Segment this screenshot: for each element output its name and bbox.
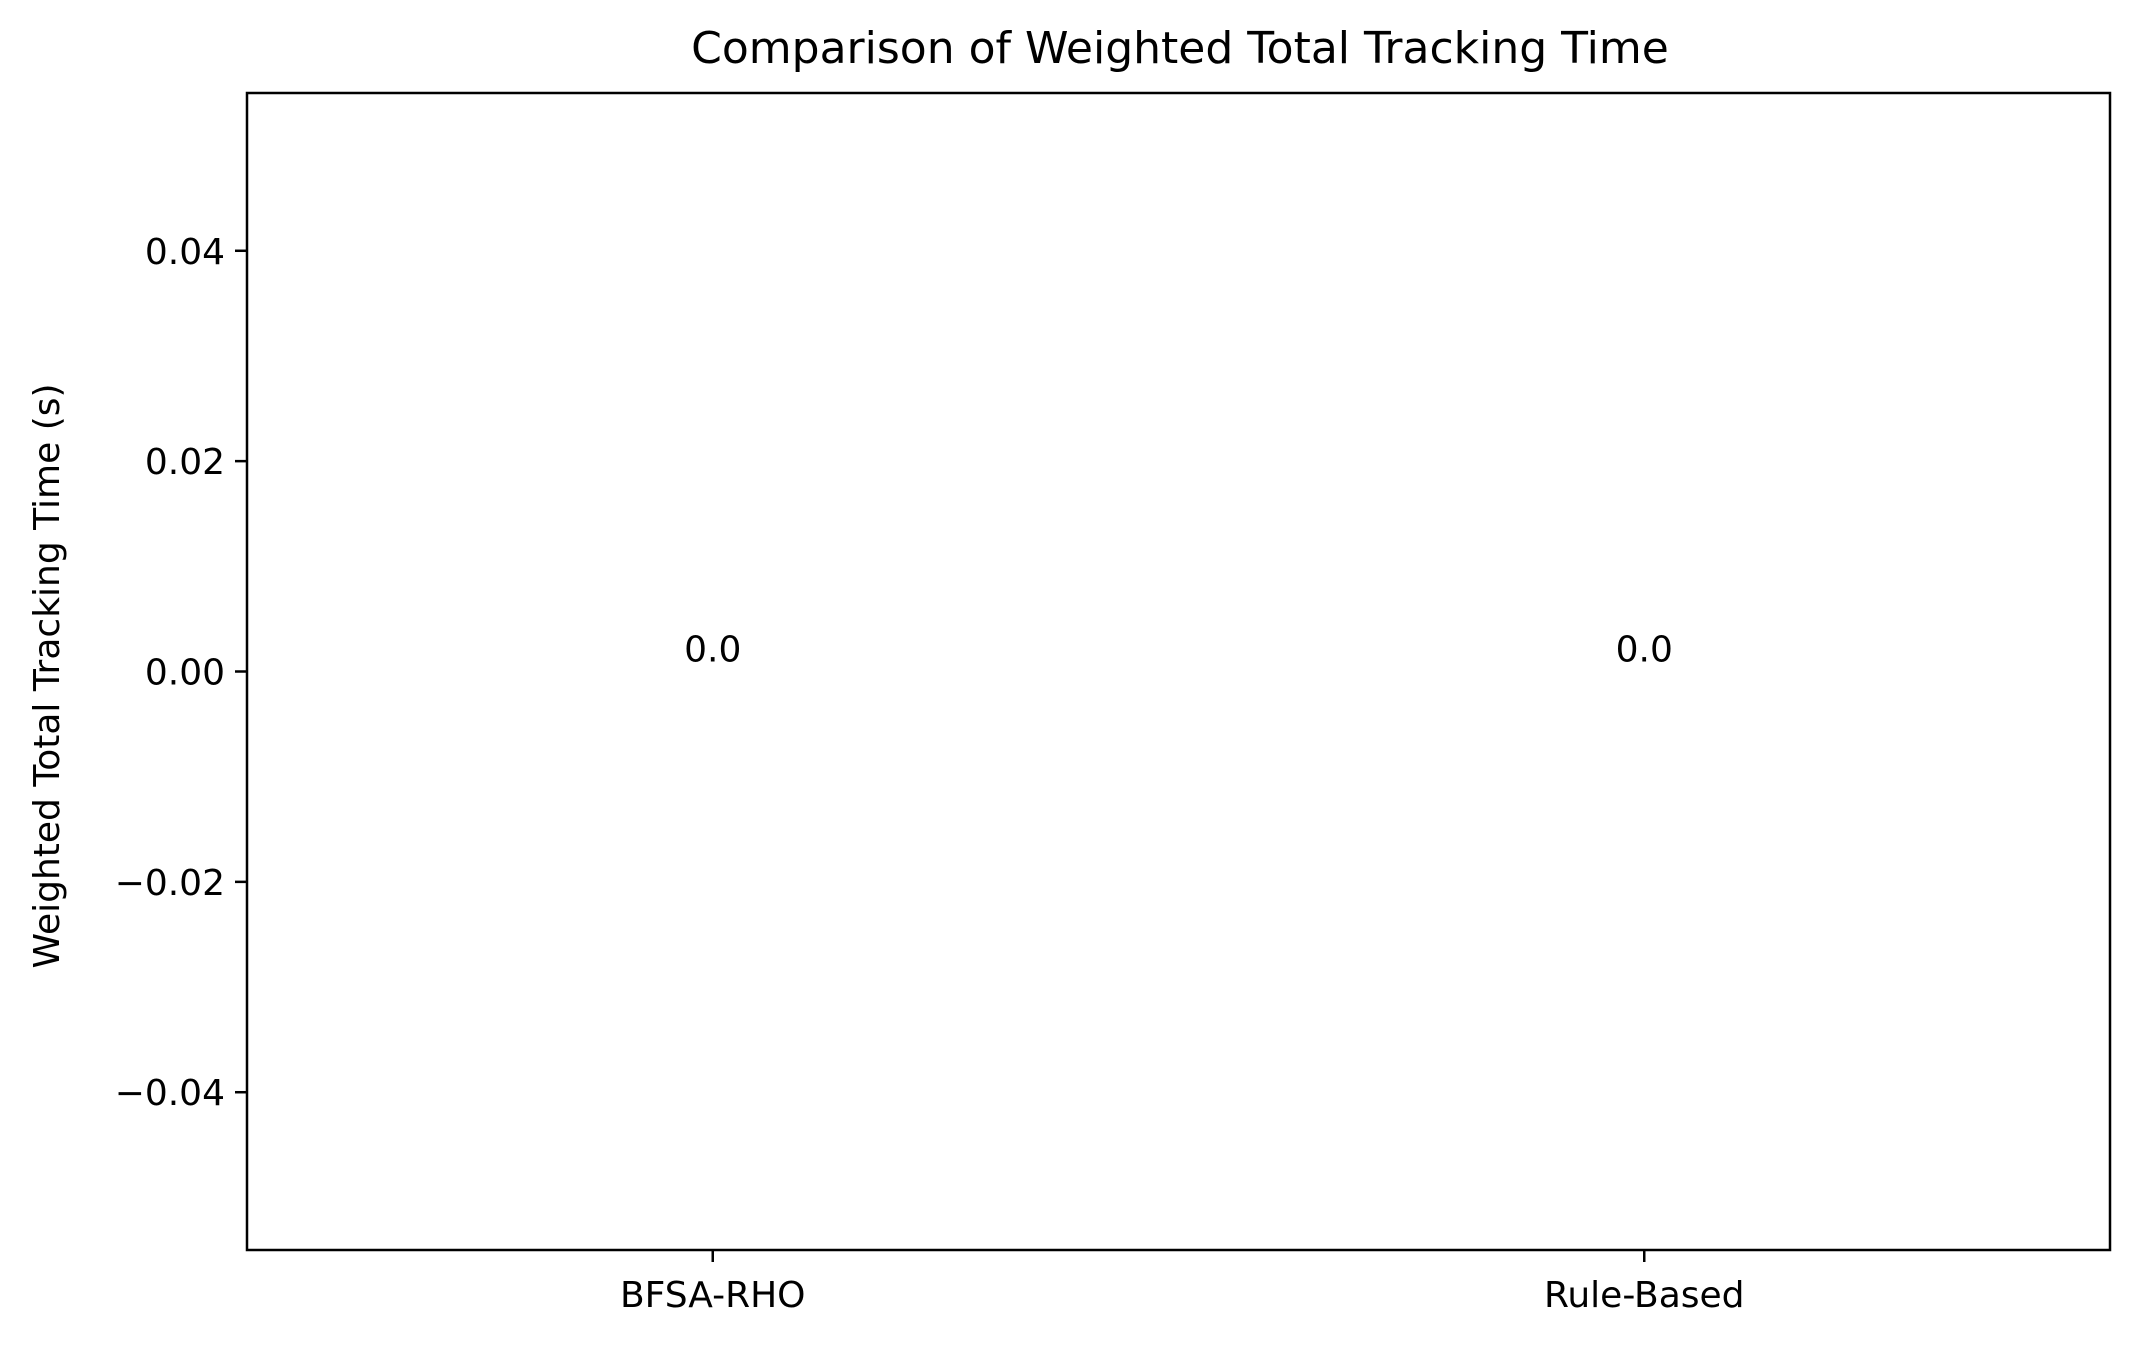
- y-tick-label: 0.00: [145, 653, 225, 694]
- data-labels: 0.0 0.0: [684, 630, 1673, 671]
- data-label: 0.0: [1616, 630, 1673, 671]
- y-axis-ticks: −0.04 −0.02 0.00 0.02 0.04: [115, 232, 247, 1114]
- y-axis-label: Weighted Total Tracking Time (s): [27, 383, 68, 968]
- plot-frame: [245, 91, 2112, 1252]
- y-tick-label: −0.02: [115, 863, 225, 904]
- x-axis-ticks: BFSA-RHO Rule-Based: [620, 1250, 1745, 1316]
- chart-title: Comparison of Weighted Total Tracking Ti…: [691, 23, 1669, 74]
- y-tick-label: 0.02: [145, 442, 225, 483]
- y-tick-label: −0.04: [115, 1073, 225, 1114]
- x-tick-label: Rule-Based: [1544, 1275, 1745, 1316]
- data-label: 0.0: [684, 630, 741, 671]
- x-tick-label: BFSA-RHO: [620, 1275, 806, 1316]
- y-tick-label: 0.04: [145, 232, 225, 273]
